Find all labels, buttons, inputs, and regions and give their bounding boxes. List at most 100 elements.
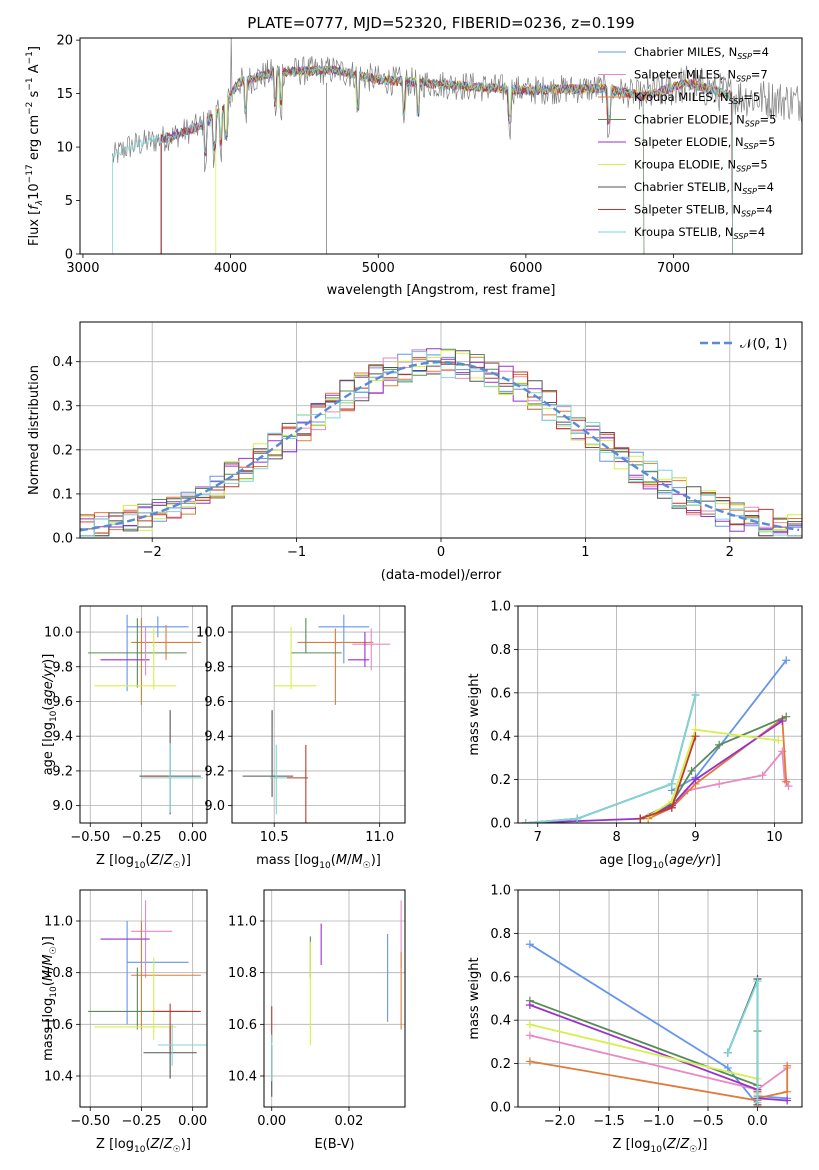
x-tick-label: −0.25 [122,830,162,845]
y-tick-label: 0.2 [490,773,511,788]
label-part: A [27,64,42,77]
data-point-kroupa-stelib [753,1098,762,1107]
label-part: ☉ [689,1145,697,1155]
label-part: −1 [25,51,35,64]
legend-value: =4 [748,225,765,239]
y-tick-label: 0.0 [490,817,511,832]
data-point-salpeter-elodie [778,717,787,726]
y-tick-label: 0.2 [490,1057,511,1072]
axes-frame [79,605,208,824]
legend-subscript: SSP [734,232,749,241]
legend-value: =7 [751,68,768,82]
y-tick-label: 1.0 [490,884,511,899]
x-axis-label: age [log10(age/yr)] [599,853,721,871]
data-point-kroupa-elodie [525,1020,534,1029]
y-tick-label: 0.4 [490,1014,511,1029]
plot-area [271,900,402,1097]
legend-label-text: Kroupa MILES, N [634,90,729,104]
x-tick-label: −2 [143,545,162,560]
y-tick-label: 0.4 [490,730,511,745]
label-part: Z [log [96,1137,134,1152]
plot-area [242,614,391,823]
axes-frame [517,605,803,824]
label-part: λ [35,200,45,206]
legend-label: Kroupa ELODIE, NSSP=5 [634,158,768,174]
data-point-salpeter-stelib [667,803,676,812]
x-axis-label: Z [log10(Z/Z☉)] [613,1137,708,1155]
y-axis-label: Normed distribution [27,365,42,495]
data-point-salpeter-miles [780,775,789,784]
data-point-kroupa-stelib [691,690,700,699]
legend-subscript: SSP [745,120,760,129]
plot-area [112,38,802,254]
y-axis-label: mass weight [467,673,482,755]
chart-title: PLATE=0777, MJD=52320, FIBERID=0236, z=0… [247,14,634,32]
legend-subscript: SSP [742,187,757,196]
label-part: Z [163,853,174,868]
plot-area [521,656,793,823]
legend-label: Salpeter ELODIE, NSSP=5 [634,135,775,151]
series-line-kroupa-stelib [525,694,697,823]
data-point-kroupa-stelib [573,814,582,823]
y-tick-label: 10.0 [44,626,73,641]
y-tick-label: 11.0 [44,915,73,930]
label-part: / [676,1137,681,1152]
data-point-kroupa-miles [783,1061,792,1070]
x-tick-label: 9 [691,830,699,845]
y-tick-label: 0.6 [490,970,511,985]
y-tick-label: 9.6 [204,695,225,710]
axes-frame [517,889,803,1108]
y-tick-label: 0.8 [490,927,511,942]
label-part: )] [711,853,721,868]
y-tick-label: 9.6 [52,695,73,710]
y-tick-label: 0.0 [490,1101,511,1116]
x-tick-label: 10 [766,830,783,845]
x-tick-label: −0.50 [70,1114,110,1129]
label-part: )] [41,654,56,664]
label-part: Z [150,853,161,868]
y-tick-label: 15 [56,87,73,102]
y-axis-label: mass [log10(M/M☉)] [41,936,59,1061]
label-part: Z [163,1137,174,1152]
legend-label-text: Salpeter ELODIE, N [634,135,744,149]
panel-residual_hist: −2 −1 0 1 2 0.0 0.1 0.2 0.3 0.4 [52,321,803,560]
data-point-chabrier-miles [782,656,791,665]
label-part: mass [log [256,853,319,868]
x-tick-label: −1 [287,545,306,560]
label-part: 10 [319,861,331,871]
legend-label-text: Kroupa STELIB, N [634,225,734,239]
data-point-salpeter-miles [784,782,793,791]
axes-frame [79,889,208,1108]
x-axis-label: (data-model)/error [381,568,502,583]
axes-frame [79,37,803,255]
label-part: 10 [650,1145,662,1155]
label-part: ☉ [363,861,371,871]
y-tick-label: 9.2 [204,764,225,779]
legend-subscript: SSP [744,142,759,151]
y-tick-label: 10.0 [196,626,225,641]
panel-age_vs_mass: 10.5 11.0 9.0 9.2 9.4 9.6 9.8 10.0 [196,605,406,845]
label-part: / [347,853,352,868]
legend-label: Kroupa STELIB, NSSP=4 [634,225,765,241]
legend-value: =5 [758,135,775,149]
legend-value: =4 [756,203,773,217]
x-axis-label: E(B-V) [314,1137,354,1152]
model-spectrum-kroupa-stelib [112,65,733,254]
data-point-kroupa-stelib [521,819,530,823]
data-point-salpeter-stelib [691,732,700,741]
y-tick-label: 0.3 [52,399,73,414]
data-point-chabrier-miles [525,940,534,949]
label-part: )] [181,853,191,868]
x-tick-label: 0.0 [747,1114,768,1129]
label-part: s [27,90,42,101]
y-tick-label: 0.0 [52,532,73,547]
data-point-kroupa-stelib [753,977,762,986]
panel-mass_weight_vs_Z: −2.0 −1.5 −1.0 −0.5 0.0 0.0 0.2 0.4 0.6 0.8 1.0 [490,884,803,1129]
y-axis-label: Flux [fλ10−17 erg cm−2 s−1 A−1] [25,46,45,246]
y-tick-label: 10.8 [228,966,257,981]
y-tick-label: 5 [65,194,73,209]
legend-subscript: SSP [736,165,751,174]
label-part: ] [27,46,42,51]
x-tick-label: 3000 [66,261,99,276]
